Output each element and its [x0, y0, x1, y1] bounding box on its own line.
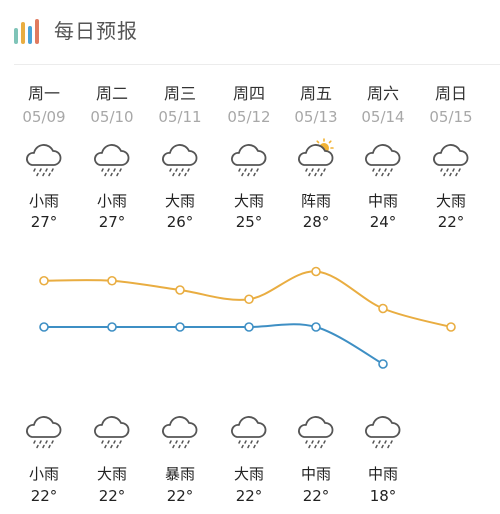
night-condition: 大雨 — [233, 465, 264, 483]
night-condition: 中雨 — [367, 465, 398, 483]
cloud-rain-icon — [16, 138, 72, 178]
day-condition: 中雨 — [367, 192, 398, 210]
low-temp: 22° — [166, 487, 194, 505]
high-temp: 28° — [302, 213, 330, 231]
header: 每日预报 — [0, 0, 500, 62]
high-temp-point — [446, 322, 456, 332]
high-temp-point — [107, 275, 117, 286]
low-temp-point — [107, 322, 117, 332]
night-condition: 大雨 — [96, 465, 127, 483]
low-temp: 22° — [98, 487, 126, 505]
date-label: 05/14 — [361, 108, 405, 126]
cloud-rain-icon — [152, 138, 208, 178]
cloud-rain-icon — [16, 410, 72, 450]
date-label: 05/11 — [158, 108, 202, 126]
cloud-rain-icon — [221, 138, 277, 178]
high-temp: 25° — [235, 213, 263, 231]
high-temp: 26° — [166, 213, 194, 231]
cloud-rain-icon — [221, 410, 277, 450]
night-condition: 中雨 — [300, 465, 331, 483]
day-condition: 小雨 — [96, 192, 127, 210]
cloud-rain-icon — [355, 410, 411, 450]
low-temp: 22° — [235, 487, 263, 505]
header-divider — [14, 64, 500, 65]
cloud-rain-icon — [355, 138, 411, 178]
night-condition: 小雨 — [28, 465, 59, 483]
low-temp-point — [175, 322, 185, 332]
day-label: 周二 — [95, 84, 128, 103]
cloud-rain-icon — [84, 138, 140, 178]
high-temp-point — [311, 266, 321, 277]
high-temp: 22° — [437, 213, 465, 231]
low-temp: 22° — [30, 487, 58, 505]
sun-cloud-rain-icon — [288, 138, 344, 178]
low-temp: 18° — [369, 487, 397, 505]
day-condition: 小雨 — [28, 192, 59, 210]
night-condition: 暴雨 — [164, 465, 195, 483]
low-temp: 22° — [302, 487, 330, 505]
bar-chart-logo-icon — [14, 19, 39, 44]
day-condition: 阵雨 — [300, 192, 331, 210]
day-condition: 大雨 — [164, 192, 195, 210]
day-condition: 大雨 — [435, 192, 466, 210]
cloud-rain-icon — [423, 138, 479, 178]
day-label: 周日 — [434, 84, 467, 103]
page-title: 每日预报 — [54, 19, 138, 43]
date-label: 05/13 — [294, 108, 338, 126]
date-label: 05/15 — [429, 108, 473, 126]
cloud-rain-icon — [152, 410, 208, 450]
low-temp-point — [311, 322, 321, 332]
low-temp-point — [39, 322, 49, 332]
day-condition: 大雨 — [233, 192, 264, 210]
cloud-rain-icon — [84, 410, 140, 450]
high-temp: 27° — [98, 213, 126, 231]
date-label: 05/10 — [90, 108, 134, 126]
high-temp: 24° — [369, 213, 397, 231]
cloud-rain-icon — [288, 410, 344, 450]
low-temp-line — [44, 323, 384, 365]
day-label: 周三 — [163, 84, 196, 103]
high-temp-point — [175, 285, 185, 295]
low-temp-point — [244, 322, 254, 332]
day-label: 周一 — [27, 84, 60, 103]
date-label: 05/09 — [22, 108, 66, 126]
high-temp-point — [378, 303, 388, 314]
high-temp-point — [39, 275, 49, 286]
day-label: 周四 — [232, 84, 265, 103]
date-label: 05/12 — [227, 108, 271, 126]
high-temp: 27° — [30, 213, 58, 231]
day-label: 周六 — [366, 84, 399, 103]
low-temp-point — [378, 359, 388, 369]
temperature-chart — [39, 266, 456, 369]
day-label: 周五 — [299, 84, 332, 103]
high-temp-point — [244, 294, 254, 305]
